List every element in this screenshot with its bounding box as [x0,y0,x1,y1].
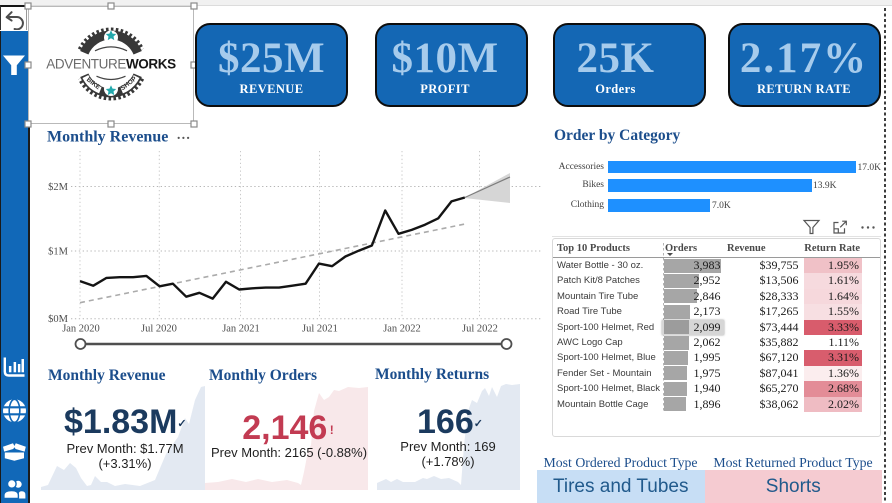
svg-text:Jul 2022: Jul 2022 [462,324,498,335]
svg-text:Jul 2021: Jul 2021 [302,324,338,335]
svg-text:$0M: $0M [48,314,69,325]
svg-text:Jan 2021: Jan 2021 [222,324,260,335]
svg-text:ADVENTUREWORKS: ADVENTUREWORKS [46,56,176,71]
svg-text:$2M: $2M [48,182,69,193]
svg-text:$1M: $1M [48,247,69,258]
svg-text:Jul 2020: Jul 2020 [141,324,177,335]
svg-text:Jan 2020: Jan 2020 [62,324,100,335]
svg-text:Jan 2022: Jan 2022 [383,324,421,335]
